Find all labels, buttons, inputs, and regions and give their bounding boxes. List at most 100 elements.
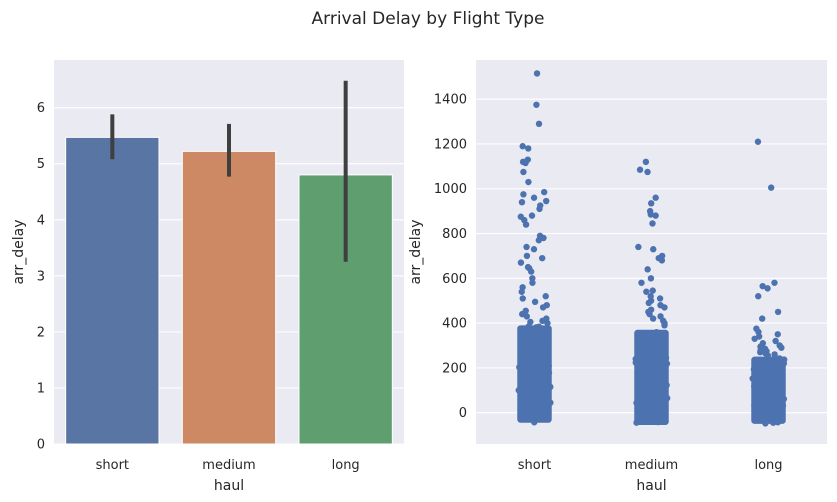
strip-point bbox=[530, 194, 538, 201]
strip-point bbox=[652, 194, 659, 201]
strip-point bbox=[523, 243, 530, 251]
strip-point bbox=[776, 375, 784, 382]
x-tick-label: long bbox=[754, 458, 782, 473]
strip-point bbox=[759, 357, 767, 365]
strip-point bbox=[545, 362, 552, 370]
x-axis-label: haul bbox=[636, 478, 666, 494]
strip-point bbox=[525, 178, 532, 186]
y-tick-label: 5 bbox=[37, 157, 45, 172]
strip-point bbox=[757, 372, 765, 380]
strip-point bbox=[751, 383, 758, 390]
strip-point bbox=[755, 293, 762, 300]
strip-point bbox=[774, 406, 781, 413]
strip-point bbox=[539, 304, 547, 311]
strip-chart-axes: 0 200 400 600 800 1000 1200 1400 short medium long… bbox=[408, 60, 827, 494]
strip-point bbox=[777, 388, 785, 396]
strip-point bbox=[640, 410, 648, 418]
y-tick-label: 400 bbox=[442, 317, 467, 332]
strip-point bbox=[660, 390, 668, 397]
strip-point bbox=[542, 293, 549, 300]
x-tick-label: long bbox=[332, 458, 360, 473]
strip-point bbox=[517, 259, 525, 266]
strip-point bbox=[533, 101, 540, 108]
strip-point bbox=[520, 168, 527, 176]
strip-point bbox=[547, 383, 554, 391]
strip-point bbox=[774, 370, 781, 377]
strip-point bbox=[515, 387, 522, 394]
strip-point bbox=[530, 400, 538, 407]
strip-point bbox=[649, 287, 656, 294]
strip-point bbox=[533, 70, 541, 77]
strip-point bbox=[519, 143, 526, 150]
strip-point bbox=[751, 335, 758, 342]
strip-point bbox=[530, 246, 538, 253]
strip-point bbox=[544, 319, 551, 327]
strip-point bbox=[653, 328, 660, 336]
strip-point bbox=[635, 379, 642, 387]
strip-point bbox=[751, 402, 758, 409]
strip-point bbox=[542, 197, 550, 205]
strip-point bbox=[754, 356, 761, 364]
strip-point bbox=[530, 332, 537, 340]
strip-point bbox=[778, 344, 785, 351]
strip-point bbox=[523, 252, 531, 260]
y-tick-label: 3 bbox=[37, 269, 45, 284]
strip-point bbox=[767, 184, 775, 191]
strip-point bbox=[663, 381, 670, 389]
strip-point bbox=[652, 393, 659, 400]
y-tick-label: 1400 bbox=[434, 93, 467, 108]
strip-point bbox=[529, 279, 536, 286]
strip-point bbox=[780, 360, 788, 367]
strip-point bbox=[645, 330, 652, 338]
strip-point bbox=[662, 354, 670, 362]
strip-point bbox=[774, 331, 781, 338]
y-tick-label: 0 bbox=[459, 406, 467, 421]
strip-point bbox=[657, 355, 664, 363]
strip-point bbox=[528, 212, 536, 219]
strip-point bbox=[525, 337, 532, 344]
strip-point bbox=[764, 380, 771, 388]
strip-point bbox=[644, 360, 651, 367]
strip-point bbox=[522, 221, 530, 228]
strip-point bbox=[749, 375, 756, 382]
strip-point bbox=[655, 350, 663, 358]
strip-point bbox=[756, 378, 763, 386]
strip-point bbox=[771, 351, 778, 358]
strip-point bbox=[635, 243, 642, 251]
strip-point bbox=[636, 338, 643, 345]
strip-point bbox=[752, 363, 759, 371]
strip-point bbox=[776, 355, 783, 362]
strip-point bbox=[642, 158, 650, 166]
strip-point bbox=[547, 399, 554, 406]
strip-point bbox=[772, 337, 779, 345]
strip-point bbox=[647, 401, 654, 408]
strip-point bbox=[518, 379, 525, 386]
y-tick-label: 1200 bbox=[434, 137, 467, 152]
strip-point bbox=[519, 346, 526, 354]
x-tick-label: medium bbox=[202, 458, 255, 473]
strip-point bbox=[759, 282, 766, 290]
strip-point bbox=[649, 220, 656, 227]
strip-point bbox=[754, 138, 762, 145]
strip-point bbox=[646, 310, 653, 318]
strip-point bbox=[660, 335, 668, 343]
strip-point bbox=[528, 385, 535, 392]
strip-point bbox=[543, 411, 550, 419]
strip-point bbox=[658, 257, 666, 264]
strip-point bbox=[541, 391, 549, 398]
strip-point bbox=[531, 419, 538, 426]
strip-point bbox=[636, 352, 644, 359]
strip-point bbox=[640, 348, 647, 355]
strip-point bbox=[533, 340, 540, 348]
strip-point bbox=[661, 304, 668, 311]
strip-point bbox=[649, 353, 656, 361]
strip-point bbox=[656, 295, 664, 302]
strip-point bbox=[757, 397, 765, 404]
strip-point bbox=[542, 374, 549, 381]
strip-point bbox=[518, 198, 526, 206]
strip-point bbox=[516, 364, 523, 371]
x-tick-label: short bbox=[518, 458, 551, 473]
strip-point bbox=[535, 323, 543, 330]
strip-point bbox=[545, 330, 552, 337]
